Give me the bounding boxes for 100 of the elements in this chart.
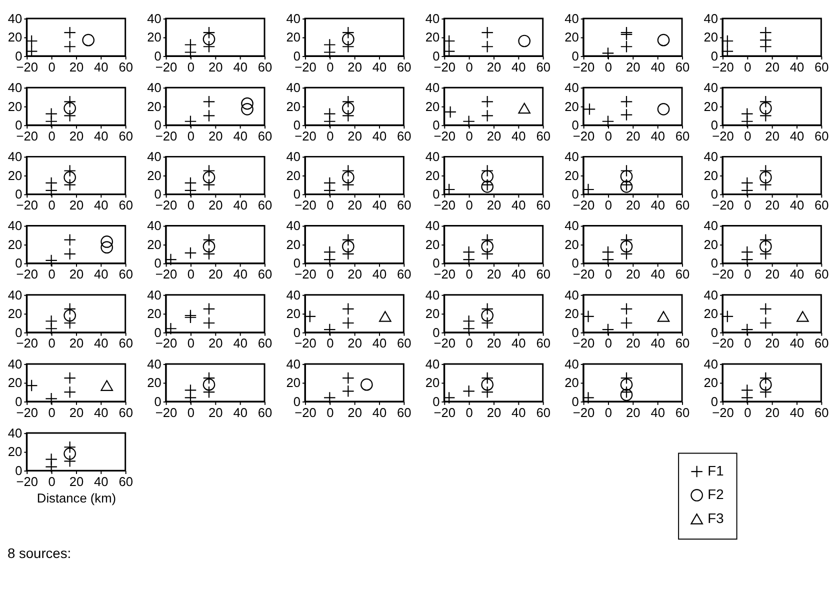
x-tick-label: 40: [650, 266, 665, 282]
x-tick-label: 40: [650, 336, 665, 351]
x-tick-label: 40: [233, 59, 248, 74]
x-tick-label: 40: [790, 128, 804, 144]
x-tick-label: 0: [326, 197, 334, 212]
y-tick-label: 20: [704, 98, 718, 114]
y-tick-label: 20: [425, 375, 440, 390]
x-tick-label: 40: [790, 59, 804, 74]
x-tick-label: 60: [675, 59, 690, 74]
y-tick-label: 0: [432, 394, 440, 409]
y-tick-label: 20: [564, 236, 579, 252]
point: [620, 386, 633, 398]
y-tick-label: 0: [293, 48, 301, 64]
x-tick-label: 20: [765, 336, 780, 351]
x-tick-label: 20: [348, 59, 362, 74]
x-tick-label: 40: [650, 197, 665, 212]
x-tick-label: 60: [397, 128, 412, 144]
x-tick-label: 60: [536, 336, 550, 351]
x-tick-label: 0: [48, 197, 56, 212]
point: [64, 171, 76, 184]
y-tick-label: 40: [8, 356, 22, 372]
point: [202, 26, 216, 39]
y-tick-label: 20: [704, 168, 718, 183]
y-tick-label: 20: [147, 375, 162, 390]
x-tick-label: 20: [626, 336, 640, 351]
y-tick-label: 0: [572, 186, 579, 202]
point: [64, 448, 76, 460]
y-tick-label: 0: [15, 48, 22, 64]
point: [759, 378, 772, 391]
x-tick-label: 40: [512, 336, 526, 351]
y-tick-label: 40: [704, 218, 718, 234]
y-tick-label: 40: [147, 149, 162, 164]
point: [602, 115, 614, 128]
point: [202, 316, 216, 330]
point: [620, 234, 633, 246]
x-tick-label: 0: [604, 336, 612, 351]
x-tick-label: 60: [258, 128, 272, 144]
x-tick-label: 60: [118, 128, 133, 144]
y-tick-label: 40: [8, 287, 22, 302]
point: [620, 316, 633, 330]
x-tick-label: 40: [94, 404, 108, 420]
point: [657, 103, 670, 116]
x-tick-label: 0: [48, 336, 56, 351]
y-tick-label: 40: [8, 425, 22, 440]
x-tick-label: 20: [626, 404, 640, 420]
x-tick-label: 40: [94, 128, 108, 144]
point: [202, 234, 216, 246]
point: [202, 110, 216, 122]
x-tick-label: 40: [94, 266, 108, 282]
x-tick-label: 0: [326, 266, 334, 282]
point: [100, 236, 114, 248]
point: [620, 164, 633, 177]
point: [657, 34, 670, 46]
y-tick-label: 20: [147, 168, 162, 183]
y-tick-label: 20: [425, 98, 440, 114]
point: [481, 240, 494, 253]
y-tick-label: 0: [432, 324, 440, 340]
y-tick-label: 0: [432, 48, 440, 64]
y-tick-label: 0: [154, 118, 162, 133]
point: [518, 34, 531, 48]
y-tick-label: 20: [8, 98, 22, 114]
y-tick-label: 20: [147, 30, 162, 45]
y-tick-label: 0: [154, 394, 162, 409]
x-tick-label: 40: [233, 404, 248, 420]
point: [202, 32, 216, 46]
point: [202, 178, 216, 191]
x-tick-label: 40: [233, 128, 248, 144]
point: [184, 115, 197, 128]
y-tick-label: 20: [425, 306, 440, 322]
point: [100, 241, 114, 254]
x-tick-label: 20: [69, 474, 84, 489]
x-tick-label: 60: [675, 336, 690, 351]
x-tick-label: 40: [372, 128, 387, 144]
x-tick-label: 40: [790, 404, 804, 420]
x-tick-label: 20: [765, 197, 780, 212]
point: [342, 372, 354, 384]
y-tick-label: 0: [572, 324, 579, 340]
y-tick-label: 0: [710, 394, 718, 409]
y-tick-label: 40: [425, 287, 440, 302]
y-tick-label: 40: [286, 80, 301, 96]
x-tick-label: 0: [187, 128, 195, 144]
y-tick-label: 20: [8, 375, 22, 390]
y-tick-label: 20: [564, 30, 579, 45]
y-tick-label: 0: [710, 48, 718, 64]
y-tick-label: 20: [704, 30, 718, 45]
x-tick-label: 0: [604, 266, 612, 282]
y-tick-label: 0: [572, 48, 579, 64]
x-tick-label: 0: [466, 336, 473, 351]
y-tick-label: 40: [147, 218, 162, 234]
x-tick-label: 60: [814, 197, 829, 212]
text: 8 sources:: [7, 544, 72, 561]
y-tick-label: 40: [564, 287, 579, 302]
x-tick-label: 0: [466, 59, 473, 74]
x-tick-label: 60: [118, 336, 133, 351]
point: [360, 378, 373, 391]
y-tick-label: 40: [425, 10, 440, 26]
x-tick-label: 0: [48, 59, 56, 74]
x-tick-label: 0: [466, 128, 473, 144]
y-tick-label: 0: [15, 394, 22, 409]
x-tick-label: 20: [765, 128, 780, 144]
